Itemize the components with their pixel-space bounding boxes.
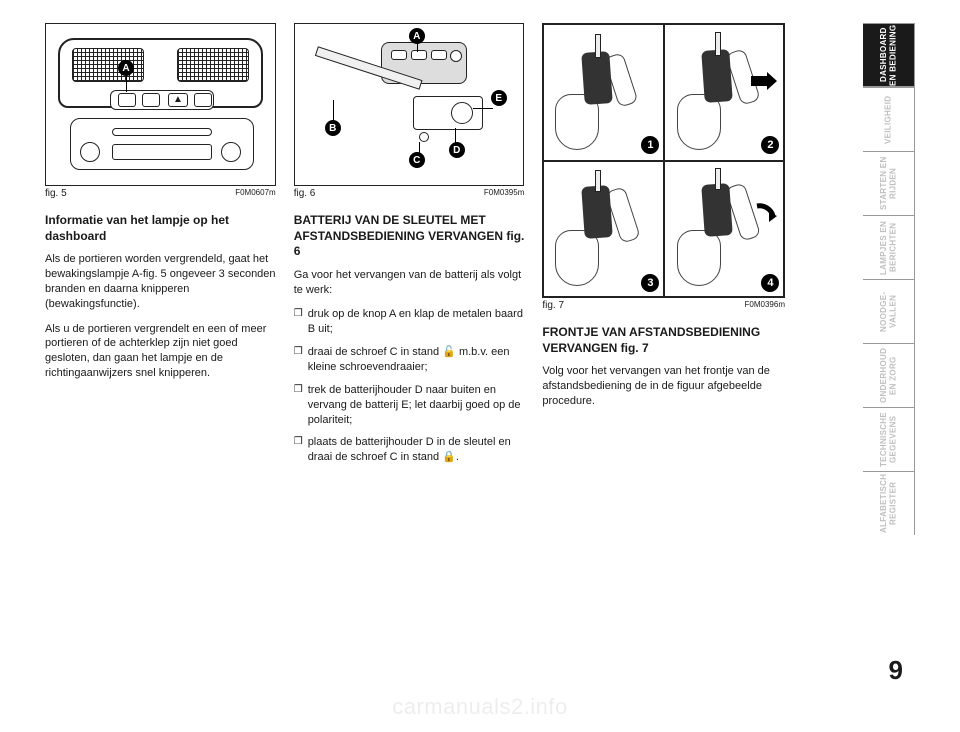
fig6-battery	[451, 102, 473, 124]
col3-para-1: Volg voor het vervangen van het frontje …	[542, 364, 785, 409]
column-1: ▲ A fig. 5 F0M0607m Informatie van het l…	[45, 23, 276, 686]
figure-7: 1 2 3 4	[542, 23, 785, 298]
figure-7-caption: fig. 7 F0M0396m	[542, 300, 785, 311]
fig6-callout-c: C	[409, 152, 425, 168]
fig7-q1-blade	[595, 34, 601, 58]
column-2: A B C D E fig. 6 F0M0395m BATTERIJ VAN D…	[294, 23, 525, 686]
manual-page: ▲ A fig. 5 F0M0607m Informatie van het l…	[45, 23, 915, 686]
col2-bullets: druk op de knop A en klap de metalen baa…	[294, 307, 525, 473]
fig6-key-btn-2	[411, 50, 427, 60]
figure-7-code: F0M0396m	[745, 300, 785, 311]
fig5-btn-hazard: ▲	[168, 93, 188, 107]
fig5-knob-right	[221, 142, 241, 162]
fig5-btn-lock	[118, 93, 136, 107]
fig5-cd-slot	[112, 128, 212, 136]
tab-technische[interactable]: TECHNISCHE GEGEVENS	[863, 407, 915, 471]
col2-bullet-1: druk op de knop A en klap de metalen baa…	[294, 307, 525, 337]
figure-6: A B C D E	[294, 23, 525, 186]
fig7-q3-blade	[595, 170, 601, 192]
fig7-q2-thumb	[677, 94, 721, 150]
col1-para-2: Als u de portieren vergrendelt en een of…	[45, 322, 276, 381]
fig6-screw	[419, 132, 429, 142]
fig7-q3-thumb	[555, 230, 599, 286]
fig7-q3-keyhead	[582, 185, 614, 239]
section-tabs: DASHBOARD EN BEDIENING VEILIGHEID STARTE…	[863, 23, 915, 535]
tab-veiligheid[interactable]: VEILIGHEID	[863, 87, 915, 151]
fig6-lead-c	[419, 142, 420, 154]
col2-intro: Ga voor het vervangen van de batterij al…	[294, 268, 525, 298]
fig7-q2-keyhead	[702, 49, 734, 103]
fig5-vent-right	[177, 48, 249, 82]
fig6-lead-a	[417, 44, 418, 52]
fig5-lead-a	[126, 74, 127, 92]
figure-6-label: fig. 6	[294, 188, 316, 199]
fig6-key-btn-3	[431, 50, 447, 60]
fig6-key-btn-1	[391, 50, 407, 60]
fig6-lead-e	[473, 108, 493, 109]
fig7-q2-blade	[715, 32, 721, 56]
tab-onderhoud[interactable]: ONDERHOUD EN ZORG	[863, 343, 915, 407]
fig6-key-release	[450, 50, 462, 62]
fig6-callout-d: D	[449, 142, 465, 158]
fig7-q4-blade	[715, 168, 721, 190]
fig7-q1-keyhead	[582, 51, 614, 105]
tab-noodgevallen[interactable]: NOODGE- VALLEN	[863, 279, 915, 343]
figure-6-code: F0M0395m	[484, 188, 524, 199]
fig6-lead-b	[333, 100, 334, 122]
fig7-q4-thumb	[677, 230, 721, 286]
tab-starten[interactable]: STARTEN EN RIJDEN	[863, 151, 915, 215]
figure-5: ▲ A	[45, 23, 276, 186]
tab-dashboard[interactable]: DASHBOARD EN BEDIENING	[863, 23, 915, 87]
fig5-btn-right	[194, 93, 212, 107]
figure-5-caption: fig. 5 F0M0607m	[45, 188, 276, 199]
col2-bullet-2: draai de schroef C in stand 🔓 m.b.v. een…	[294, 345, 525, 375]
fig7-q2-arrow	[751, 72, 777, 90]
fig6-callout-e: E	[491, 90, 507, 106]
figure-6-caption: fig. 6 F0M0395m	[294, 188, 525, 199]
fig7-q4-keyhead	[702, 183, 734, 237]
figure-7-label: fig. 7	[542, 300, 564, 311]
watermark: carmanuals2.info	[392, 694, 568, 720]
figure-5-label: fig. 5	[45, 188, 67, 199]
col2-bullet-3: trek de batterijhouder D naar buiten en …	[294, 383, 525, 428]
figure-5-code: F0M0607m	[235, 188, 275, 199]
fig5-btn-middle	[142, 93, 160, 107]
column-3: 1 2 3 4 fig. 7 F0M0396m FRONTJE VAN AFST…	[542, 23, 785, 686]
page-number: 9	[889, 655, 903, 686]
tab-register[interactable]: ALFABETISCH REGISTER	[863, 471, 915, 535]
fig6-lead-d	[455, 128, 456, 144]
fig6-callout-a: A	[409, 28, 425, 44]
fig7-q4-arrow	[753, 202, 777, 226]
col1-para-1: Als de portieren worden vergrendeld, gaa…	[45, 252, 276, 311]
fig5-knob-left	[80, 142, 100, 162]
fig5-callout-a: A	[118, 60, 134, 76]
content-columns: ▲ A fig. 5 F0M0607m Informatie van het l…	[45, 23, 785, 686]
col2-bullet-4: plaats de batterijhouder D in de sleutel…	[294, 435, 525, 465]
fig5-btn-row	[112, 144, 212, 160]
fig6-callout-b: B	[325, 120, 341, 136]
col3-heading: FRONTJE VAN AFSTANDSBEDIENING VERVANGEN …	[542, 325, 785, 356]
tab-lampjes[interactable]: LAMPJES EN BERICHTEN	[863, 215, 915, 279]
col1-heading: Informatie van het lampje op het dashboa…	[45, 213, 276, 244]
col2-heading: BATTERIJ VAN DE SLEUTEL MET AFSTANDSBEDI…	[294, 213, 525, 260]
